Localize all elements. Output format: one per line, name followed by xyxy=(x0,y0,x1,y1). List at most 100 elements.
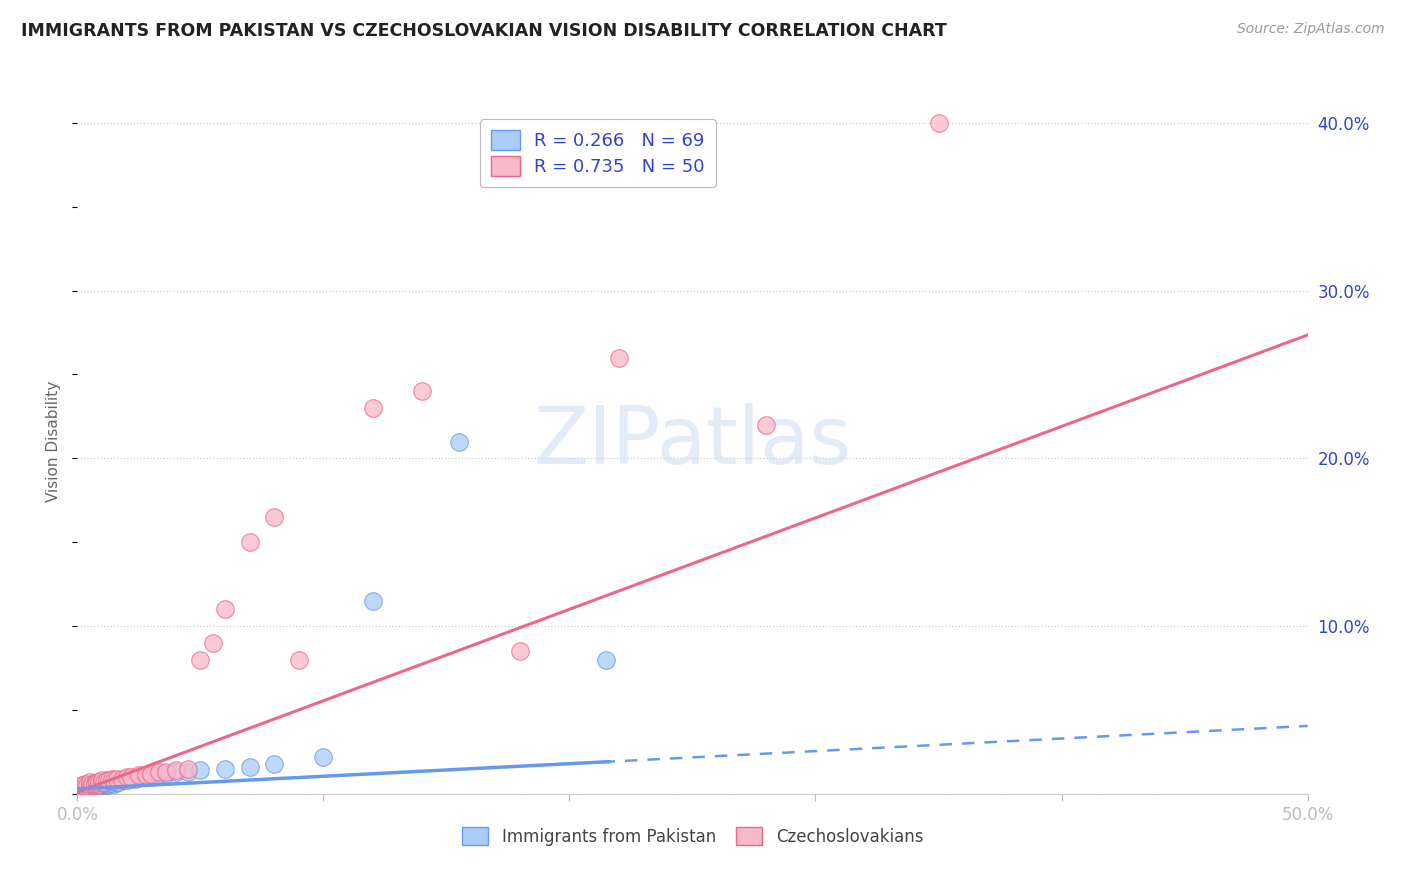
Point xyxy=(89,777,111,791)
Point xyxy=(155,766,177,780)
Point xyxy=(141,770,163,784)
Point xyxy=(509,644,531,658)
Y-axis label: Vision Disability: Vision Disability xyxy=(46,381,62,502)
Point xyxy=(165,764,187,778)
Point xyxy=(101,772,124,786)
Point xyxy=(111,773,132,788)
Point xyxy=(79,783,101,797)
Point xyxy=(288,653,311,667)
Point xyxy=(79,780,101,794)
Point xyxy=(70,783,93,797)
Point xyxy=(73,777,96,791)
Point xyxy=(70,781,93,796)
Point xyxy=(86,777,108,791)
Point xyxy=(214,602,236,616)
Point xyxy=(188,764,212,778)
Point xyxy=(82,780,104,794)
Point xyxy=(155,765,177,780)
Point xyxy=(93,775,115,789)
Point xyxy=(112,773,135,788)
Point xyxy=(96,773,118,788)
Point xyxy=(73,781,96,796)
Point xyxy=(411,384,433,399)
Point xyxy=(76,780,98,794)
Point xyxy=(82,779,104,793)
Point xyxy=(111,772,132,786)
Point xyxy=(83,777,105,791)
Point xyxy=(69,783,91,797)
Point xyxy=(595,653,617,667)
Point xyxy=(79,780,101,794)
Point xyxy=(73,781,96,796)
Point xyxy=(128,768,150,782)
Point xyxy=(103,775,125,789)
Point xyxy=(125,772,148,786)
Point xyxy=(201,636,224,650)
Point xyxy=(121,772,143,786)
Point xyxy=(82,781,104,796)
Text: Source: ZipAtlas.com: Source: ZipAtlas.com xyxy=(1237,22,1385,37)
Point xyxy=(90,777,114,791)
Point xyxy=(73,779,96,793)
Point xyxy=(90,775,114,789)
Point xyxy=(69,781,91,796)
Point xyxy=(79,781,101,796)
Point xyxy=(755,417,778,432)
Point xyxy=(86,775,108,789)
Point xyxy=(70,780,93,794)
Point xyxy=(69,781,91,796)
Point xyxy=(98,773,121,788)
Point xyxy=(239,760,262,774)
Point xyxy=(148,768,170,782)
Point xyxy=(103,773,125,788)
Point xyxy=(148,765,170,780)
Point xyxy=(86,780,108,794)
Text: IMMIGRANTS FROM PAKISTAN VS CZECHOSLOVAKIAN VISION DISABILITY CORRELATION CHART: IMMIGRANTS FROM PAKISTAN VS CZECHOSLOVAK… xyxy=(21,22,946,40)
Legend: Immigrants from Pakistan, Czechoslovakians: Immigrants from Pakistan, Czechoslovakia… xyxy=(456,821,929,853)
Point xyxy=(141,766,163,780)
Point xyxy=(90,780,114,794)
Point xyxy=(129,770,153,784)
Point xyxy=(86,777,108,791)
Point xyxy=(214,762,236,776)
Point xyxy=(89,779,111,793)
Text: ZIPatlas: ZIPatlas xyxy=(533,402,852,481)
Point xyxy=(105,772,128,786)
Point xyxy=(76,783,98,797)
Point xyxy=(79,779,101,793)
Point xyxy=(73,780,96,794)
Point xyxy=(83,781,105,796)
Point xyxy=(89,780,111,794)
Point xyxy=(447,434,470,449)
Point xyxy=(103,777,125,791)
Point xyxy=(76,779,98,793)
Point xyxy=(79,775,101,789)
Point xyxy=(115,773,138,788)
Point xyxy=(177,762,200,776)
Point xyxy=(263,510,285,524)
Point xyxy=(928,116,950,130)
Point xyxy=(69,785,91,799)
Point xyxy=(89,777,111,791)
Point xyxy=(76,781,98,796)
Point xyxy=(90,773,114,788)
Point xyxy=(177,765,200,780)
Point xyxy=(312,750,335,764)
Point xyxy=(76,779,98,793)
Point xyxy=(115,770,138,784)
Point xyxy=(239,535,262,549)
Point xyxy=(135,768,157,782)
Point xyxy=(98,775,121,789)
Point xyxy=(93,779,115,793)
Point xyxy=(83,777,105,791)
Point xyxy=(69,780,91,794)
Point xyxy=(83,779,105,793)
Point xyxy=(165,765,187,780)
Point xyxy=(79,779,101,793)
Point xyxy=(82,779,104,793)
Point xyxy=(101,777,124,791)
Point xyxy=(121,770,143,784)
Point xyxy=(101,775,124,789)
Point xyxy=(361,594,384,608)
Point xyxy=(70,779,93,793)
